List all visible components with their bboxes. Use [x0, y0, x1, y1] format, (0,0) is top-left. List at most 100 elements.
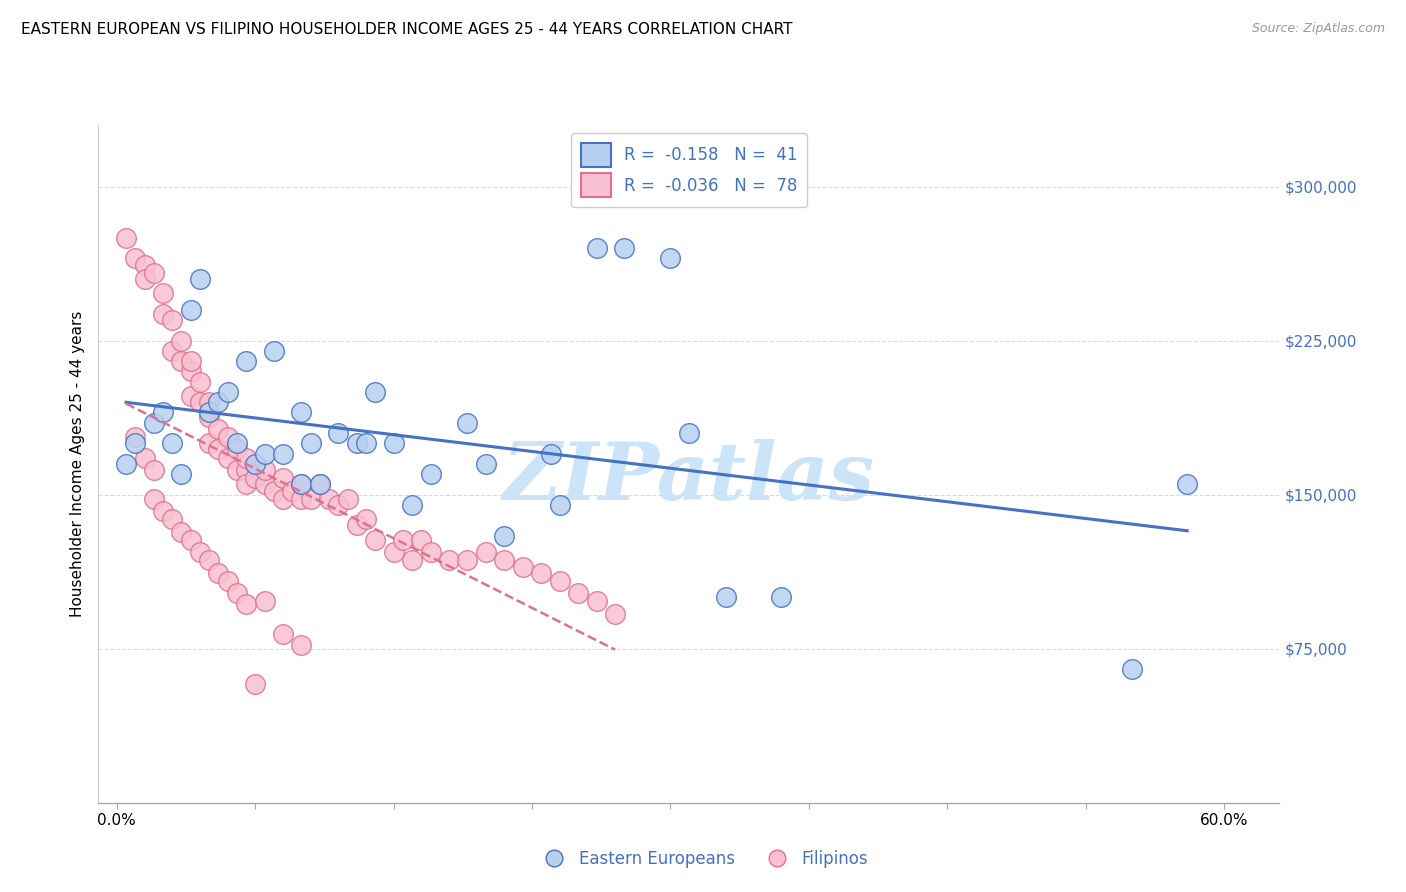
- Point: [346, 436, 368, 450]
- Point: [245, 676, 267, 690]
- Point: [245, 471, 267, 485]
- Point: [328, 425, 350, 440]
- Point: [613, 241, 636, 255]
- Point: [271, 471, 294, 485]
- Point: [328, 498, 350, 512]
- Point: [162, 512, 183, 526]
- Point: [217, 384, 239, 399]
- Point: [585, 241, 607, 255]
- Point: [188, 395, 211, 409]
- Point: [401, 553, 423, 567]
- Point: [364, 384, 387, 399]
- Point: [170, 354, 193, 368]
- Point: [271, 491, 294, 506]
- Point: [115, 231, 138, 245]
- Point: [217, 430, 239, 444]
- Point: [290, 638, 312, 652]
- Y-axis label: Householder Income Ages 25 - 44 years: Householder Income Ages 25 - 44 years: [70, 310, 86, 617]
- Point: [659, 252, 682, 266]
- Point: [170, 334, 193, 348]
- Point: [152, 405, 174, 419]
- Point: [134, 272, 156, 286]
- Point: [290, 477, 312, 491]
- Point: [309, 477, 332, 491]
- Point: [318, 491, 340, 506]
- Point: [770, 591, 793, 605]
- Point: [124, 252, 146, 266]
- Point: [253, 463, 276, 477]
- Point: [456, 553, 478, 567]
- Point: [180, 354, 202, 368]
- Point: [170, 467, 193, 482]
- Point: [419, 467, 441, 482]
- Point: [225, 586, 247, 600]
- Point: [170, 524, 193, 539]
- Point: [678, 425, 700, 440]
- Point: [198, 405, 221, 419]
- Point: [253, 594, 276, 608]
- Point: [198, 409, 221, 424]
- Point: [290, 405, 312, 419]
- Point: [299, 491, 322, 506]
- Point: [207, 442, 229, 457]
- Point: [235, 597, 257, 611]
- Point: [188, 375, 211, 389]
- Point: [207, 395, 229, 409]
- Point: [235, 477, 257, 491]
- Point: [336, 491, 359, 506]
- Point: [162, 436, 183, 450]
- Point: [152, 286, 174, 301]
- Point: [540, 446, 562, 460]
- Point: [217, 450, 239, 465]
- Point: [225, 442, 247, 457]
- Point: [475, 545, 498, 559]
- Point: [271, 446, 294, 460]
- Point: [437, 553, 460, 567]
- Legend: Eastern Europeans, Filipinos: Eastern Europeans, Filipinos: [531, 844, 875, 875]
- Point: [281, 483, 304, 498]
- Point: [530, 566, 553, 580]
- Point: [207, 422, 229, 436]
- Point: [115, 457, 138, 471]
- Point: [134, 450, 156, 465]
- Point: [152, 504, 174, 518]
- Point: [198, 395, 221, 409]
- Point: [456, 416, 478, 430]
- Point: [475, 457, 498, 471]
- Point: [263, 343, 285, 358]
- Point: [299, 436, 322, 450]
- Point: [198, 436, 221, 450]
- Point: [392, 533, 415, 547]
- Point: [512, 559, 534, 574]
- Point: [152, 307, 174, 321]
- Point: [354, 512, 377, 526]
- Point: [253, 477, 276, 491]
- Point: [253, 446, 276, 460]
- Point: [263, 483, 285, 498]
- Point: [134, 258, 156, 272]
- Point: [1175, 477, 1198, 491]
- Text: EASTERN EUROPEAN VS FILIPINO HOUSEHOLDER INCOME AGES 25 - 44 YEARS CORRELATION C: EASTERN EUROPEAN VS FILIPINO HOUSEHOLDER…: [21, 22, 793, 37]
- Point: [180, 389, 202, 403]
- Point: [124, 430, 146, 444]
- Point: [354, 436, 377, 450]
- Point: [364, 533, 387, 547]
- Point: [411, 533, 433, 547]
- Point: [419, 545, 441, 559]
- Point: [548, 498, 571, 512]
- Point: [714, 591, 737, 605]
- Point: [290, 491, 312, 506]
- Point: [188, 272, 211, 286]
- Legend: R =  -0.158   N =  41, R =  -0.036   N =  78: R = -0.158 N = 41, R = -0.036 N = 78: [571, 133, 807, 207]
- Point: [188, 545, 211, 559]
- Point: [401, 498, 423, 512]
- Point: [162, 343, 183, 358]
- Point: [567, 586, 589, 600]
- Point: [180, 364, 202, 378]
- Point: [309, 477, 332, 491]
- Point: [180, 302, 202, 317]
- Point: [162, 313, 183, 327]
- Point: [382, 545, 405, 559]
- Point: [142, 491, 165, 506]
- Point: [290, 477, 312, 491]
